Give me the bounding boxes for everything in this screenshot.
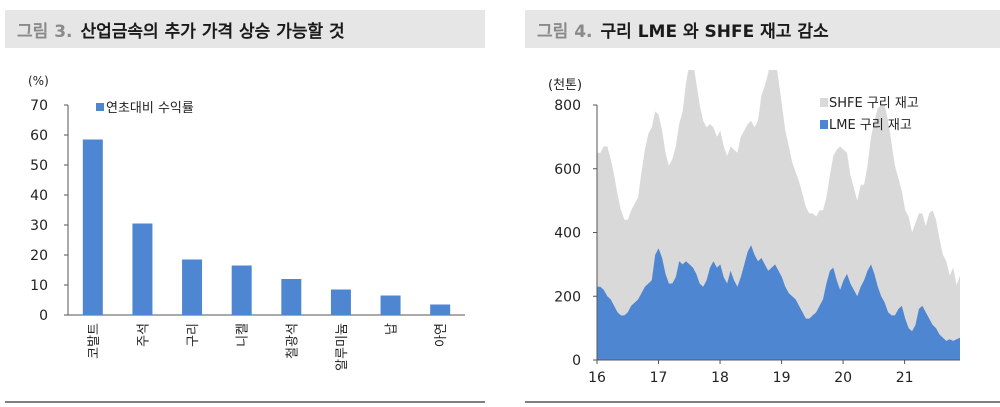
figure3-panel: 그림 3. 산업금속의 추가 가격 상승 가능할 것 (%) 0 10 20 30 40 5…	[0, 0, 485, 407]
figure4-panel: 그림 4. 구리 LME 와 SHFE 재고 감소 (천톤) 0 200 400 600…	[515, 0, 1000, 407]
figure4-title: 구리 LME 와 SHFE 재고 감소	[600, 21, 829, 42]
figure3-bottom-rule	[5, 401, 485, 403]
figure3-category-label: 철광석	[285, 323, 300, 359]
figure4-x-tick-label: 18	[711, 370, 729, 386]
figure3-y-tick-label: 50	[30, 158, 48, 174]
figure4-area-chart: (천톤) 0 200 400 600 800 16 17 18 19 20 21 SHFE 구리 재고 L…	[548, 70, 960, 386]
figure3-y-tick-label: 40	[30, 188, 48, 204]
figure3-bar-0	[82, 139, 103, 315]
figure3-y-tick-label: 30	[30, 218, 48, 234]
figure4-legend-label-shfe: SHFE 구리 재고	[829, 96, 919, 111]
figure4-y-tick-label: 200	[554, 289, 581, 305]
figure3-category-label: 납	[385, 323, 400, 335]
figure4-unit-label: (천톤)	[548, 78, 582, 93]
figure4-y-tick-label: 600	[554, 162, 581, 178]
figure3-category-label: 아연	[434, 323, 449, 347]
figure3-unit-label: (%)	[28, 74, 49, 88]
figure3-bar-6	[380, 295, 401, 315]
figure4-x-tick-label: 19	[773, 370, 791, 386]
figure4-legend-label-lme: LME 구리 재고	[829, 118, 912, 133]
figure4-y-tick-label: 400	[554, 226, 581, 242]
figure3-number: 그림 3.	[17, 21, 73, 42]
figure3-category-label: 구리	[186, 323, 201, 347]
figure3-bar-5	[330, 289, 351, 315]
figure4-header: 그림 4. 구리 LME 와 SHFE 재고 감소	[525, 10, 1000, 48]
figure4-y-tick-label: 0	[572, 353, 581, 369]
figure3-y-tick-label: 60	[30, 128, 48, 144]
figure3-y-tick-label: 70	[30, 98, 48, 114]
figure3-category-label: 니켈	[236, 323, 251, 347]
figure3-category-label: 알루미늄	[335, 323, 350, 371]
figure3-bar-7	[430, 304, 451, 315]
figure4-legend-swatch-lme	[820, 120, 828, 129]
figure3-header: 그림 3. 산업금속의 추가 가격 상승 가능할 것	[5, 10, 485, 48]
figure4-y-tick-label: 800	[554, 98, 581, 114]
figure4-lme-area	[597, 245, 960, 360]
figure3-legend-label: 연초대비 수익률	[106, 101, 194, 116]
figure3-legend-swatch	[96, 103, 104, 111]
figure3-bar-2	[182, 259, 203, 315]
figure3-bar-4	[281, 279, 302, 315]
figure3-y-tick-label: 10	[30, 278, 48, 294]
figure3-title: 산업금속의 추가 가격 상승 가능할 것	[80, 21, 345, 42]
figure3-bar-1	[132, 223, 153, 315]
figure3-bar-chart: (%) 0 10 20 30 40 50 60 70 코발트 주석 구리 니켈 철광석 알루미늄 납 아연 연초대…	[28, 74, 465, 371]
figure4-x-tick-label: 16	[588, 370, 606, 386]
figure4-number: 그림 4.	[537, 21, 593, 42]
figure4-x-tick-label: 20	[834, 370, 852, 386]
figure4-legend-swatch-shfe	[820, 98, 828, 107]
figure3-y-tick-label: 20	[30, 248, 48, 264]
figure3-bar-3	[231, 265, 252, 315]
figure4-bottom-rule	[525, 401, 1000, 403]
figure4-x-tick-label: 21	[896, 370, 914, 386]
figure3-category-label: 주석	[136, 323, 151, 347]
figure3-category-label: 코발트	[87, 323, 102, 359]
figure4-x-tick-label: 17	[650, 370, 668, 386]
figure3-y-tick-label: 0	[39, 308, 48, 324]
